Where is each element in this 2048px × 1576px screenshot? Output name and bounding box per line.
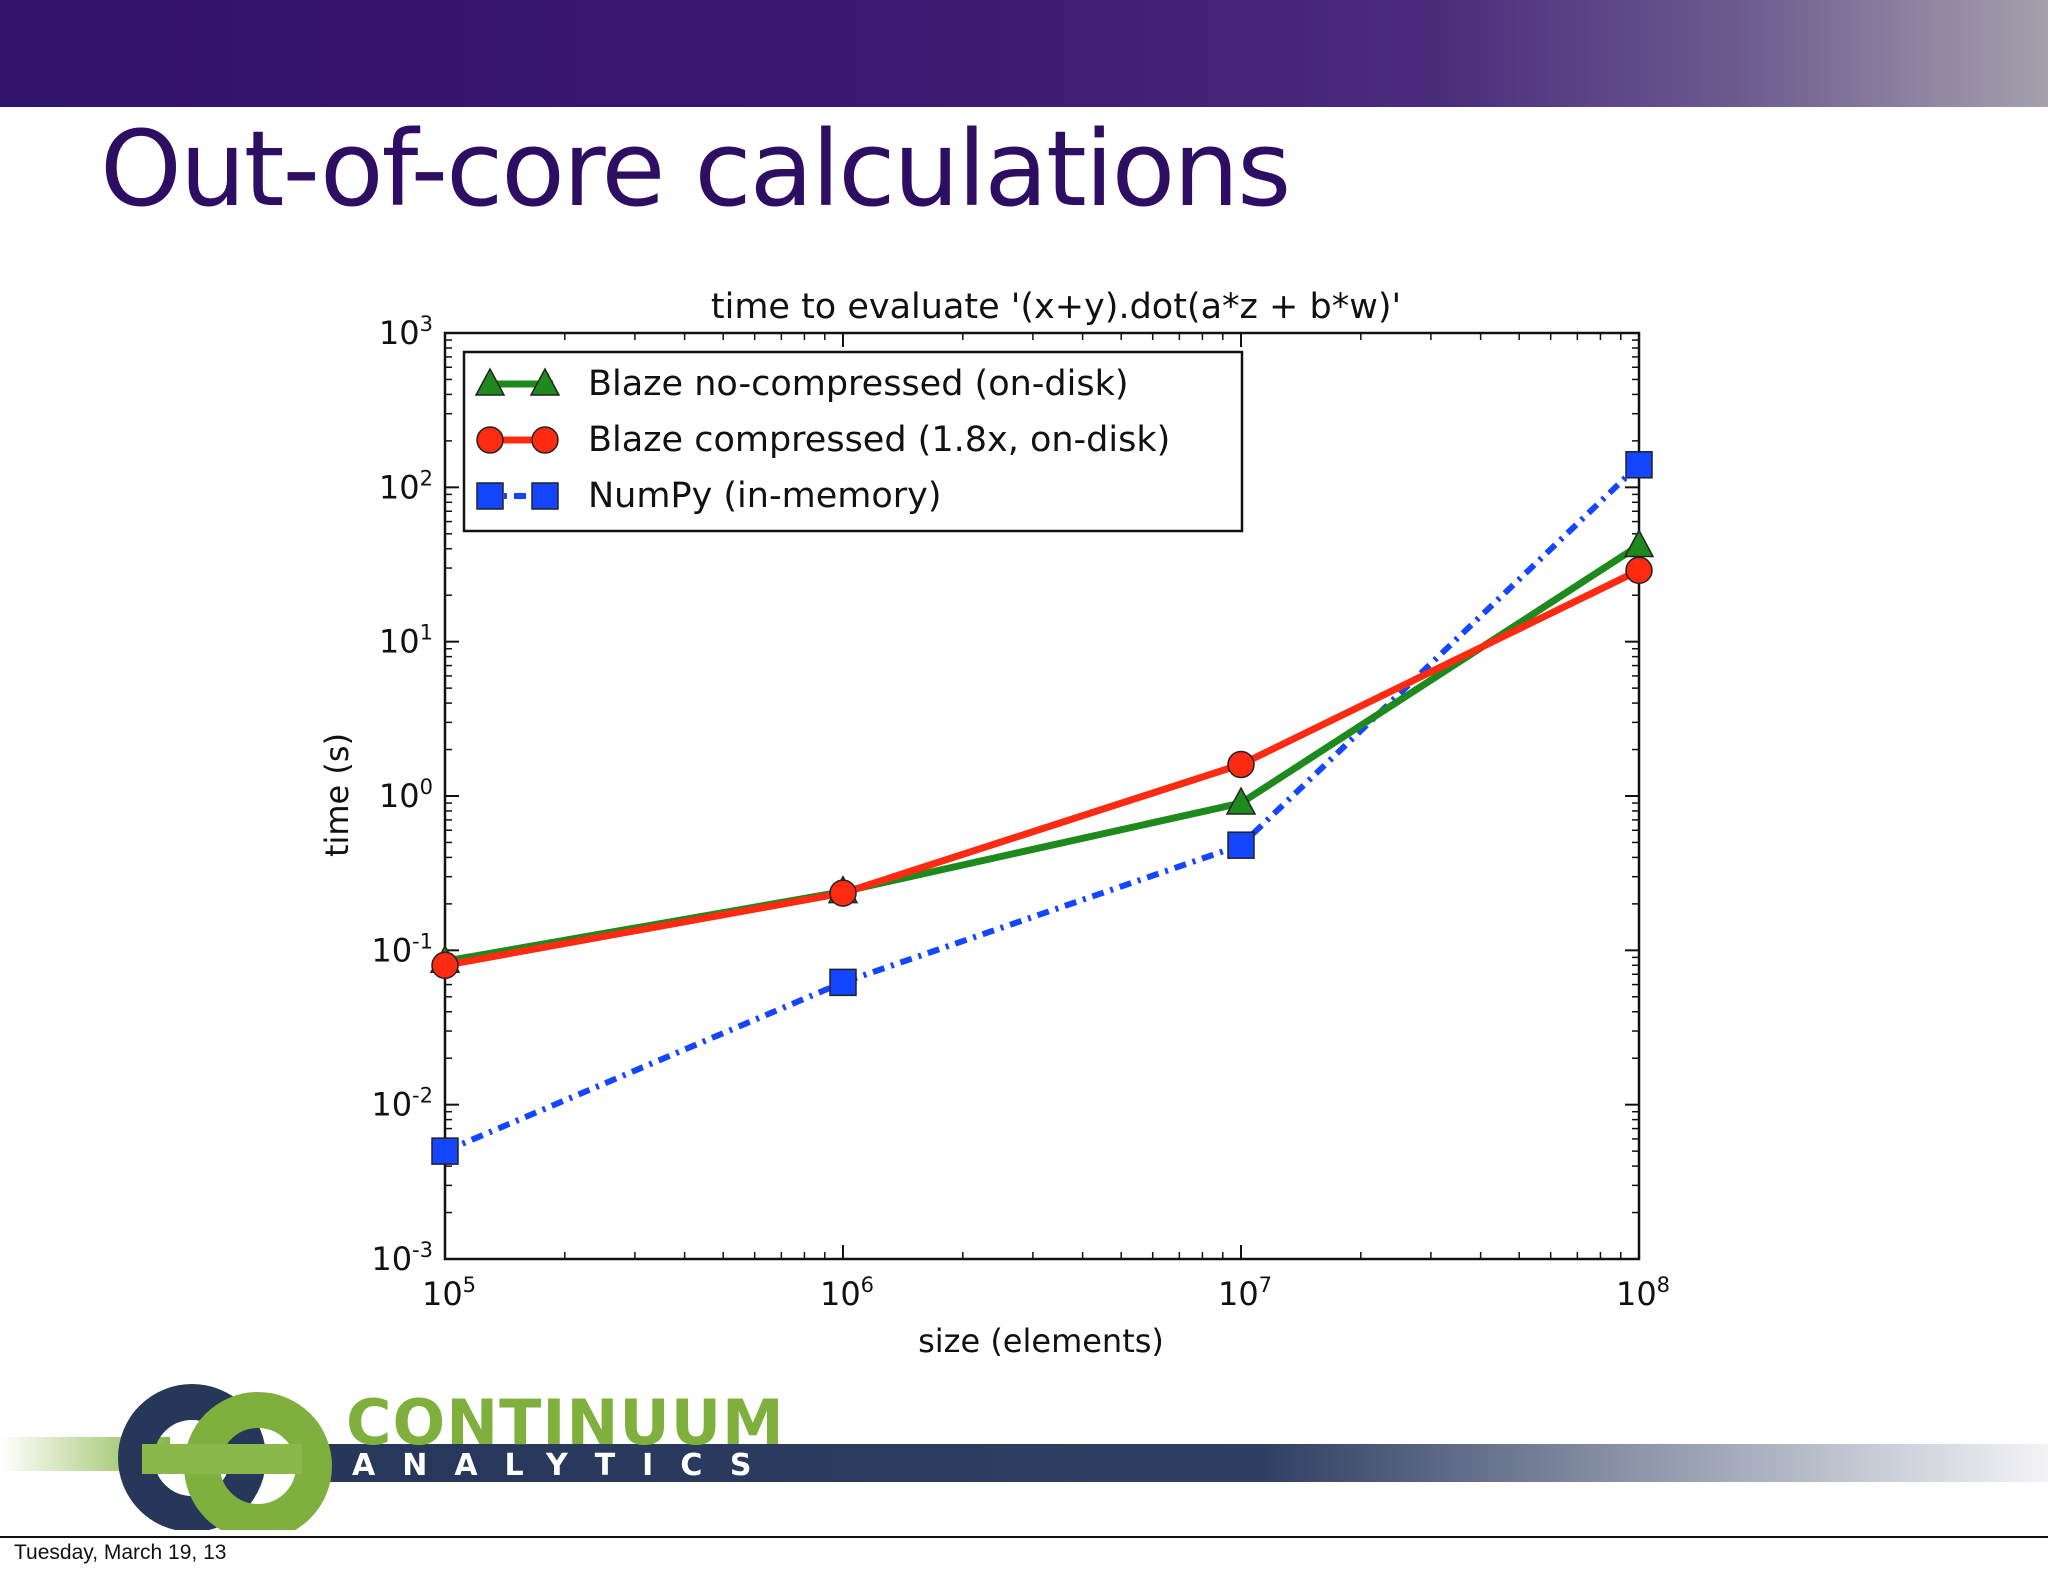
legend-marker [474, 367, 506, 396]
data-point-circle [1227, 750, 1255, 779]
series-line-triangle [444, 542, 1641, 965]
axis-tick-labels: 105 106 107 108 10-3 10-2 10-1 100 101 102 103 [371, 312, 1670, 1313]
series-line-square [443, 462, 1642, 1154]
legend: Blaze no-compressed (on-disk) Blaze compr… [462, 350, 1244, 533]
header-bar [0, 0, 2048, 107]
legend-marker [476, 426, 504, 454]
data-point-circle [1625, 556, 1653, 585]
footer-date: Tuesday, March 19, 13 [14, 1541, 227, 1564]
y-tick-label: 10-1 [371, 929, 433, 969]
chart-title: time to evaluate '(x+y).dot(a*z + b*w)' [711, 287, 1401, 327]
y-tick-label: 102 [379, 466, 433, 506]
x-axis-label: size (elements) [918, 1322, 1164, 1360]
slide-title: Out-of-core calculations [100, 108, 1291, 230]
legend-label: Blaze compressed (1.8x, on-disk) [588, 420, 1170, 460]
data-point-circle [431, 951, 459, 980]
data-point-triangle [1623, 528, 1655, 558]
logo-name: CONTINUUM [346, 1386, 785, 1459]
y-tick-label: 101 [379, 621, 433, 661]
legend-marker [529, 367, 561, 396]
series-lines [443, 462, 1642, 1154]
legend-box [462, 350, 1244, 533]
legend-label: NumPy (in-memory) [588, 476, 942, 516]
data-point-square [431, 1137, 459, 1165]
y-tick-label: 103 [379, 312, 433, 352]
x-tick-label: 108 [1616, 1273, 1670, 1313]
x-tick-label: 105 [422, 1273, 476, 1313]
series-line-circle [444, 567, 1641, 969]
legend-label: Blaze no-compressed (on-disk) [588, 364, 1129, 404]
company-logo [0, 1384, 2048, 1530]
legend-marker [531, 426, 559, 454]
data-point-triangle [1225, 786, 1257, 815]
y-tick-label: 10-3 [371, 1238, 433, 1278]
x-tick-label: 106 [820, 1273, 874, 1313]
chart: time to evaluate '(x+y).dot(a*z + b*w)' … [318, 287, 1670, 1360]
data-point-square [1625, 451, 1653, 479]
data-point-circle [829, 879, 857, 907]
data-point-square [1227, 831, 1255, 859]
series-markers [429, 451, 1655, 1165]
legend-marker [531, 482, 559, 510]
y-tick-label: 100 [379, 775, 433, 815]
legend-marker [476, 482, 504, 510]
logo-subtitle: ANALYTICS [352, 1448, 779, 1483]
y-tick-label: 10-2 [371, 1084, 433, 1124]
slide: Out-of-core calculations time to evaluat… [0, 0, 2048, 1538]
y-axis-label: time (s) [318, 733, 356, 857]
x-tick-label: 107 [1218, 1273, 1272, 1313]
data-point-square [829, 968, 857, 997]
